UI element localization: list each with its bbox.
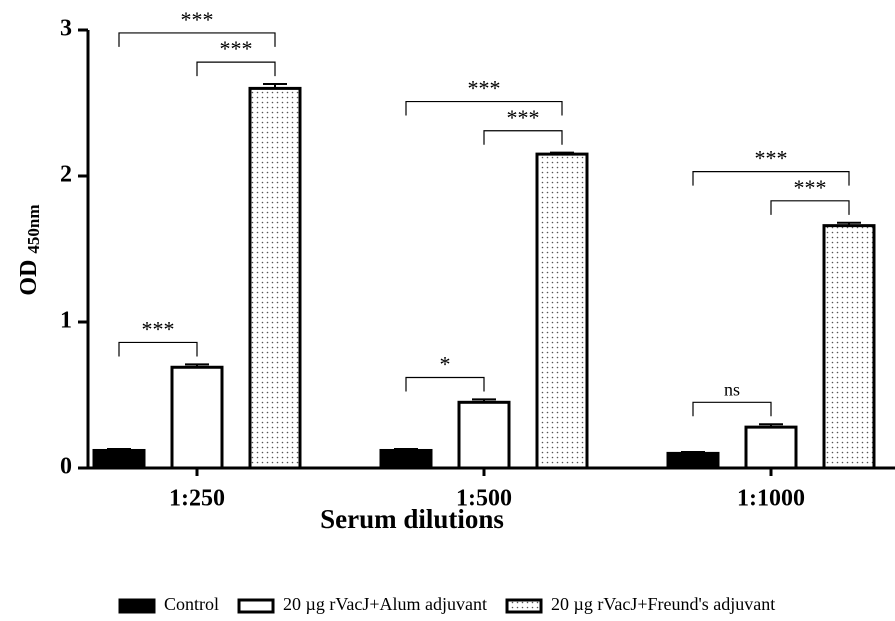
significance-bracket: [405, 376, 485, 392]
significance-label: ***: [220, 36, 253, 61]
bar: [535, 152, 589, 470]
y-axis-title-sub: 450nm: [24, 204, 43, 253]
x-axis-title: Serum dilutions: [320, 504, 504, 534]
bar: [92, 448, 146, 470]
x-tick-label: 1:250: [169, 486, 225, 512]
significance-bracket: [483, 130, 563, 145]
bar: [457, 400, 511, 470]
significance-bracket: [118, 32, 276, 47]
significance-label: ns: [724, 379, 740, 399]
legend-swatch: [505, 598, 543, 614]
significance-label: ***: [755, 146, 788, 171]
bar: [379, 448, 433, 470]
bar: [744, 425, 798, 470]
y-axis-title-main: OD: [16, 260, 42, 296]
legend-swatch: [118, 598, 156, 614]
bar: [248, 86, 302, 470]
significance-label: ***: [142, 316, 175, 341]
significance-bracket: [770, 200, 850, 215]
significance-label: ***: [468, 76, 501, 101]
y-tick-label: 3: [60, 16, 72, 42]
significance-label: *: [440, 352, 451, 377]
significance-bracket: [692, 171, 850, 186]
y-tick-label: 1: [60, 308, 72, 334]
legend-swatch: [237, 598, 275, 614]
legend-label: 20 µg rVacJ+Freund's adjuvant: [551, 594, 775, 614]
bar: [666, 451, 720, 470]
significance-label: ***: [181, 7, 214, 32]
x-tick-label: 1:1000: [737, 486, 805, 512]
bar: [822, 224, 876, 470]
y-axis-title: OD 450nm: [16, 204, 43, 295]
x-tick-label: 1:500: [456, 486, 512, 512]
y-tick-label: 0: [60, 454, 72, 480]
significance-label: ***: [794, 175, 827, 200]
y-tick-label: 2: [60, 162, 72, 188]
significance-bracket: [196, 61, 276, 77]
bar: [170, 365, 224, 470]
significance-bracket: [405, 100, 563, 116]
legend-label: Control: [164, 594, 219, 614]
significance-bracket: [692, 401, 772, 417]
significance-bracket: [118, 341, 198, 357]
significance-label: ***: [507, 105, 540, 130]
legend-label: 20 µg rVacJ+Alum adjuvant: [283, 594, 487, 614]
